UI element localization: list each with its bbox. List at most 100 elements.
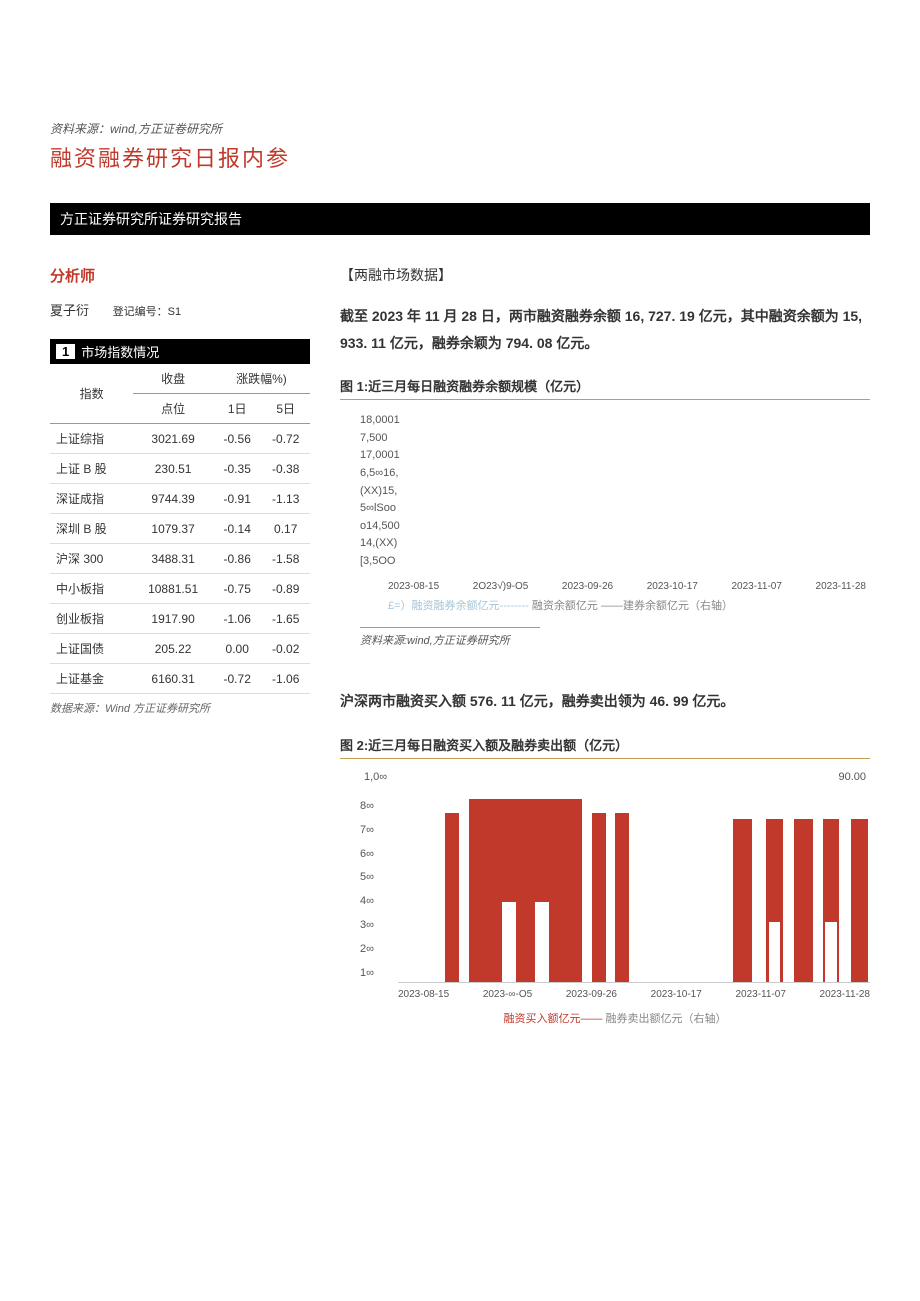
table-cell: 10881.51: [133, 574, 213, 604]
chart2-title: 图 2:近三月每日融资买入额及融券卖出额（亿元）: [340, 735, 870, 759]
chart2-bars: [398, 783, 870, 983]
chart2-legend: 融资买入额亿元—— 融券卖出额亿元（右轴）: [360, 1010, 870, 1026]
chart1-ylabel: (XX)15,: [360, 483, 870, 501]
chart2-xlabel: 2023-08-15: [398, 989, 449, 1000]
chart2-bar: [535, 902, 549, 982]
table-row: 上证基金6160.31-0.72-1.06: [50, 664, 310, 694]
chart2-bar: [794, 819, 813, 982]
table-cell: -0.72: [261, 424, 310, 454]
index-table-source: 数据来源：Wind 方正证券研究所: [50, 700, 310, 716]
chart1-legend-s3: ——建券余额亿元（右轴）: [601, 600, 733, 612]
index-table: 指数 收盘 涨跌幅%) 点位 1日 5日 上证综指3021.69-0.56-0.…: [50, 364, 310, 694]
section-heading: 【两融市场数据】: [340, 265, 870, 285]
table-row: 创业板指1917.90-1.06-1.65: [50, 604, 310, 634]
para-1: 截至 2023 年 11 月 28 日，两市融资融券余额 16, 727. 19…: [340, 303, 870, 356]
chart1-ylabel: 17,0001: [360, 447, 870, 465]
table-cell: 9744.39: [133, 484, 213, 514]
col-chg-top: 涨跌幅%): [213, 364, 310, 394]
analyst-heading: 分析师: [50, 265, 310, 286]
chart2-toprow: 1,0∞ 90.00: [360, 771, 870, 783]
col-1d: 1日: [213, 394, 262, 424]
col-index: 指数: [50, 364, 133, 424]
chart2-ylabel: 1∞: [360, 964, 398, 983]
chart2-bar: [502, 902, 516, 982]
table-cell: -0.14: [213, 514, 262, 544]
table-cell: -0.56: [213, 424, 262, 454]
right-column: 【两融市场数据】 截至 2023 年 11 月 28 日，两市融资融券余额 16…: [340, 265, 870, 1026]
table-cell: -0.72: [213, 664, 262, 694]
table-cell: -0.38: [261, 454, 310, 484]
chart1-box: 18,00017,50017,00016,5∞16,(XX)15,5∞lSooo…: [360, 412, 870, 615]
chart1-yaxis: 18,00017,50017,00016,5∞16,(XX)15,5∞lSooo…: [360, 412, 870, 570]
chart1-ylabel: 7,500: [360, 430, 870, 448]
table-cell: 中小板指: [50, 574, 133, 604]
table-cell: 上证国债: [50, 634, 133, 664]
analyst-reg: 登记编号：S1: [113, 306, 181, 318]
chart2-ylabel: 5∞: [360, 868, 398, 887]
table-row: 上证 B 股230.51-0.35-0.38: [50, 454, 310, 484]
chart2-yaxis: 8∞7∞6∞5∞4∞3∞2∞1∞: [360, 783, 398, 983]
chart1-legend-s1: £=）融资融券余额亿元--------: [388, 600, 529, 612]
content-row: 分析师 夏子衍 登记编号：S1 1 市场指数情况 指数 收盘 涨跌幅%) 点位 …: [50, 265, 870, 1026]
chart2-bar: [469, 799, 582, 982]
chart1-ylabel: 5∞lSoo: [360, 500, 870, 518]
col-close-bottom: 点位: [133, 394, 213, 424]
chart2-bar: [769, 922, 781, 982]
chart2-bar: [615, 813, 629, 982]
chart2-body: 8∞7∞6∞5∞4∞3∞2∞1∞: [360, 783, 870, 983]
chart2-bar: [733, 819, 752, 982]
index-table-num: 1: [56, 344, 75, 359]
table-cell: -1.06: [261, 664, 310, 694]
chart1-ylabel: o14,500: [360, 518, 870, 536]
chart1-legend-s2: 融资余额亿元: [532, 600, 598, 612]
chart1-legend: £=）融资融券余额亿元-------- 融资余额亿元 ——建券余额亿元（右轴）: [360, 598, 870, 616]
chart1-ylabel: 18,0001: [360, 412, 870, 430]
table-cell: 上证综指: [50, 424, 133, 454]
table-cell: 深证成指: [50, 484, 133, 514]
chart2-xaxis: 2023-08-152023-∞-O52023-09-262023-10-172…: [360, 983, 870, 1006]
chart2-bar: [851, 819, 868, 982]
chart1-xlabel: 2023-11-28: [816, 581, 866, 592]
chart2-ylabel: 8∞: [360, 797, 398, 816]
main-title: 融资融券研究日报内参: [50, 141, 870, 173]
table-cell: 沪深 300: [50, 544, 133, 574]
chart2-ylabel: 4∞: [360, 892, 398, 911]
table-cell: -0.91: [213, 484, 262, 514]
chart2-legend-g: 融券卖出额亿元（右轴）: [606, 1013, 727, 1025]
chart2-xlabel: 2023-09-26: [566, 989, 617, 1000]
chart2-ylabel: 6∞: [360, 845, 398, 864]
left-column: 分析师 夏子衍 登记编号：S1 1 市场指数情况 指数 收盘 涨跌幅%) 点位 …: [50, 265, 310, 1026]
chart2-bar: [445, 813, 459, 982]
analyst-line: 夏子衍 登记编号：S1: [50, 300, 310, 319]
chart2-ylabel: 7∞: [360, 821, 398, 840]
chart2-xlabel: 2023-11-07: [735, 989, 785, 1000]
chart2-legend-r: 融资买入额亿元——: [503, 1013, 602, 1025]
chart1-xlabel: 2023-08-15: [388, 581, 439, 592]
report-header-bar: 方正证券研究所证券研究报告: [50, 203, 870, 235]
table-row: 上证综指3021.69-0.56-0.72: [50, 424, 310, 454]
chart1-title: 图 1:近三月每日融资融券余额规模（亿元）: [340, 376, 870, 400]
table-cell: 深圳 B 股: [50, 514, 133, 544]
table-row: 沪深 3003488.31-0.86-1.58: [50, 544, 310, 574]
table-cell: -0.86: [213, 544, 262, 574]
table-cell: 0.17: [261, 514, 310, 544]
col-5d: 5日: [261, 394, 310, 424]
chart2-xlabel: 2023-11-28: [820, 989, 870, 1000]
chart1-xlabel: 2023-09-26: [562, 581, 613, 592]
table-cell: -0.75: [213, 574, 262, 604]
chart2-ylabel: 3∞: [360, 916, 398, 935]
chart1-xaxis: 2023-08-152O23√)9-O52023-09-262023-10-17…: [360, 581, 870, 598]
table-cell: 1079.37: [133, 514, 213, 544]
table-row: 深圳 B 股1079.37-0.140.17: [50, 514, 310, 544]
chart2-top-left: 1,0∞: [364, 771, 387, 783]
chart1-xlabel: 2023-10-17: [647, 581, 698, 592]
table-cell: 3021.69: [133, 424, 213, 454]
table-cell: 230.51: [133, 454, 213, 484]
chart2-bar: [592, 813, 606, 982]
top-source-note: 资料来源：wind,方正证卷研究所: [50, 120, 870, 137]
index-table-title-text: 市场指数情况: [81, 342, 159, 361]
table-cell: 上证 B 股: [50, 454, 133, 484]
chart1-ylabel: 6,5∞16,: [360, 465, 870, 483]
table-cell: 上证基金: [50, 664, 133, 694]
analyst-name: 夏子衍: [50, 303, 89, 318]
